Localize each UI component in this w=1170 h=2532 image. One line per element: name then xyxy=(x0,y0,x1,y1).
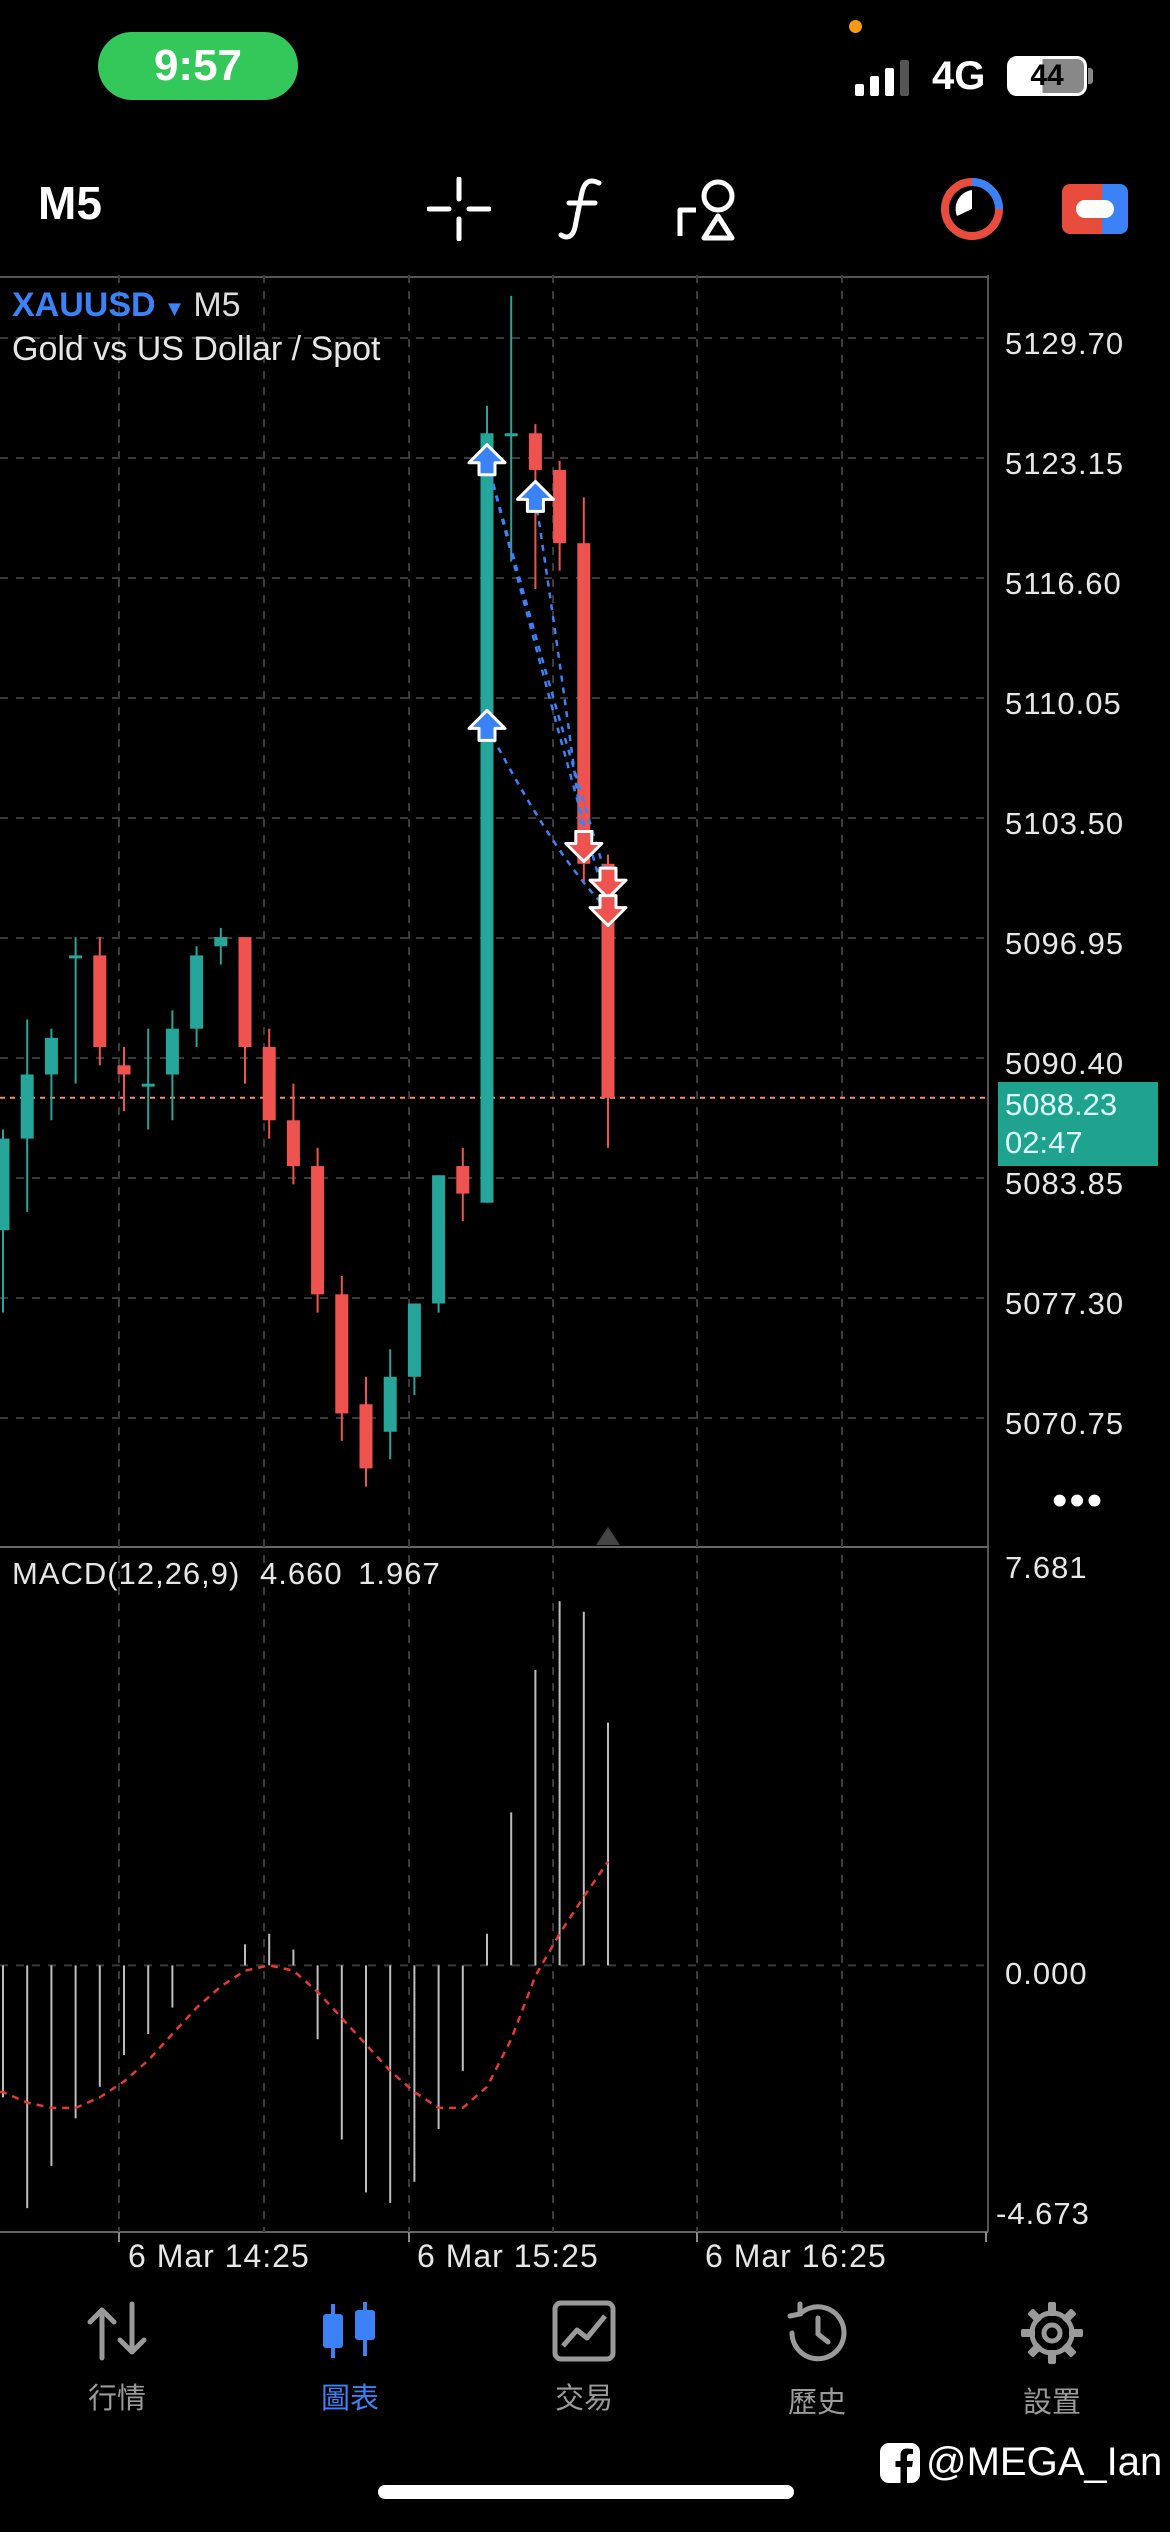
candle-body xyxy=(359,1404,373,1469)
current-price: 5088.23 xyxy=(1005,1087,1118,1122)
candle-body xyxy=(165,1028,179,1075)
macd-value: 4.660 xyxy=(259,1556,343,1591)
candle-body xyxy=(262,1047,276,1121)
objects-icon[interactable] xyxy=(672,172,746,246)
nav-label: 歷史 xyxy=(787,2387,846,2419)
candle-body xyxy=(553,469,567,544)
nav-label: 交易 xyxy=(554,2383,613,2415)
candle-body xyxy=(286,1120,300,1167)
nav-label: 圖表 xyxy=(320,2383,379,2415)
candle-body xyxy=(69,955,83,959)
nav-trade[interactable]: 交易 xyxy=(504,2300,664,2417)
price-chart[interactable] xyxy=(0,275,1170,2275)
sell-arrow-icon xyxy=(564,829,604,863)
sell-arrow-icon xyxy=(588,894,628,928)
nav-label: 行情 xyxy=(87,2383,146,2415)
price-tick: 5070.75 xyxy=(1005,1406,1125,1441)
macd-tick-zero: 0.000 xyxy=(1005,1956,1088,1991)
candle-body xyxy=(383,1376,397,1432)
price-tick: 5096.95 xyxy=(1005,926,1125,961)
candle-body xyxy=(190,955,204,1029)
candle-body xyxy=(117,1065,131,1075)
candle-body xyxy=(238,937,252,1048)
candle-body xyxy=(335,1294,349,1414)
battery-tip xyxy=(1088,68,1093,84)
candle-body xyxy=(141,1083,155,1087)
home-indicator[interactable] xyxy=(378,2485,794,2499)
toggle-icon[interactable] xyxy=(1058,172,1132,246)
candle-body xyxy=(407,1303,421,1377)
candle-body xyxy=(480,433,494,1203)
last-bar-marker xyxy=(596,1527,620,1545)
candle-body xyxy=(44,1037,58,1075)
macd-name: MACD(12,26,9) xyxy=(12,1556,241,1591)
dropdown-triangle-icon: ▼ xyxy=(163,296,186,321)
price-tick: 5083.85 xyxy=(1005,1166,1125,1201)
buy-arrow-icon xyxy=(515,479,555,513)
facebook-icon xyxy=(880,2442,920,2483)
nav-label: 設置 xyxy=(1022,2387,1081,2419)
history-icon xyxy=(787,2301,847,2362)
price-tick: 5129.70 xyxy=(1005,326,1125,361)
candle-body xyxy=(432,1175,446,1304)
price-tick: 5090.40 xyxy=(1005,1046,1125,1081)
price-tick: 5077.30 xyxy=(1005,1286,1125,1321)
nav-history[interactable]: 歷史 xyxy=(737,2300,897,2421)
price-tick: 5103.50 xyxy=(1005,806,1125,841)
indicator-f-icon[interactable] xyxy=(546,172,620,246)
nav-chart[interactable]: 圖表 xyxy=(270,2300,430,2417)
trade-connector-line xyxy=(485,460,610,883)
macd-signal-line xyxy=(0,1860,610,2110)
timer-icon[interactable] xyxy=(935,172,1009,246)
symbol-description: Gold vs US Dollar / Spot xyxy=(12,330,381,368)
price-tick: 5123.15 xyxy=(1005,446,1125,481)
macd-legend: MACD(12,26,9) 4.660 1.967 xyxy=(12,1556,441,1592)
signal-icon xyxy=(855,60,909,96)
macd-tick-min: -4.673 xyxy=(996,2196,1090,2231)
macd-signal-value: 1.967 xyxy=(358,1556,441,1591)
candle-body xyxy=(311,1166,325,1295)
candle-body xyxy=(577,543,591,864)
date-tick: 6 Mar 15:25 xyxy=(417,2238,599,2274)
current-price-badge: 5088.23 02:47 xyxy=(998,1082,1158,1166)
price-tick: 5116.60 xyxy=(1005,566,1122,601)
chart-timeframe: M5 xyxy=(193,286,241,324)
candle-body xyxy=(93,955,107,1048)
battery-icon: 44 xyxy=(1007,56,1087,96)
trade-icon xyxy=(552,2300,616,2362)
macd-tick-max: 7.681 xyxy=(1005,1550,1088,1585)
nav-quotes[interactable]: 行情 xyxy=(37,2300,197,2417)
candle-body xyxy=(20,1074,34,1139)
crosshair-icon[interactable] xyxy=(422,172,496,246)
candle-body xyxy=(0,1138,10,1231)
status-time: 9:57 xyxy=(98,32,298,100)
candle-body xyxy=(456,1166,470,1194)
buy-arrow-icon xyxy=(467,443,507,477)
nav-settings[interactable]: 設置 xyxy=(972,2300,1132,2421)
watermark: @MEGA_Ian xyxy=(880,2440,1162,2485)
trade-connector-line xyxy=(485,460,610,910)
watermark-text: @MEGA_Ian xyxy=(926,2440,1163,2484)
symbol-selector[interactable]: XAUUSD ▼ M5 xyxy=(12,286,241,325)
date-tick: 6 Mar 16:25 xyxy=(705,2238,887,2274)
notification-dot-icon xyxy=(849,20,862,33)
date-tick: 6 Mar 14:25 xyxy=(128,2238,310,2274)
timeframe-button[interactable]: M5 xyxy=(38,177,102,229)
price-tick: 5110.05 xyxy=(1005,686,1122,721)
symbol-name: XAUUSD xyxy=(12,286,156,324)
bar-countdown: 02:47 xyxy=(1005,1125,1083,1160)
candle-body xyxy=(214,937,228,947)
quotes-icon xyxy=(87,2301,147,2361)
buy-arrow-icon xyxy=(467,708,507,742)
network-type: 4G xyxy=(932,54,986,98)
candle-body xyxy=(528,433,542,470)
trade-connector-line xyxy=(534,497,586,846)
settings-icon xyxy=(1021,2302,1083,2364)
chart-icon xyxy=(323,2302,375,2358)
sell-arrow-icon xyxy=(588,866,628,900)
candle-body xyxy=(504,433,518,437)
more-options-button[interactable]: ••• xyxy=(1052,1476,1105,1525)
